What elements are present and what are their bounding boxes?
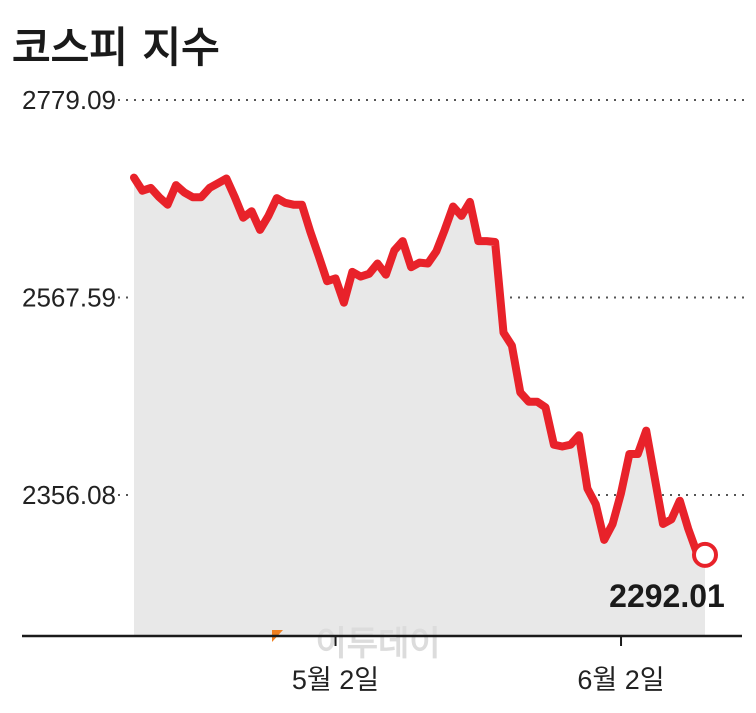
x-tick-label: 6월 2일 [577,665,664,695]
y-tick-label: 2779.09 [22,85,116,115]
chart-title: 코스피 지수 [12,23,220,72]
y-tick-label: 2567.59 [22,282,116,312]
y-tick-label: 2356.08 [22,480,116,510]
last-value-label: 2292.01 [609,578,725,614]
kospi-series-line [130,173,709,559]
watermark: 이투데이 [315,624,440,664]
y-axis-ticks: 2779.09 2567.59 2356.08 [22,85,116,510]
x-tick-label: 5월 2일 [292,665,379,695]
last-point-marker [692,541,718,568]
area-fill [134,177,705,636]
